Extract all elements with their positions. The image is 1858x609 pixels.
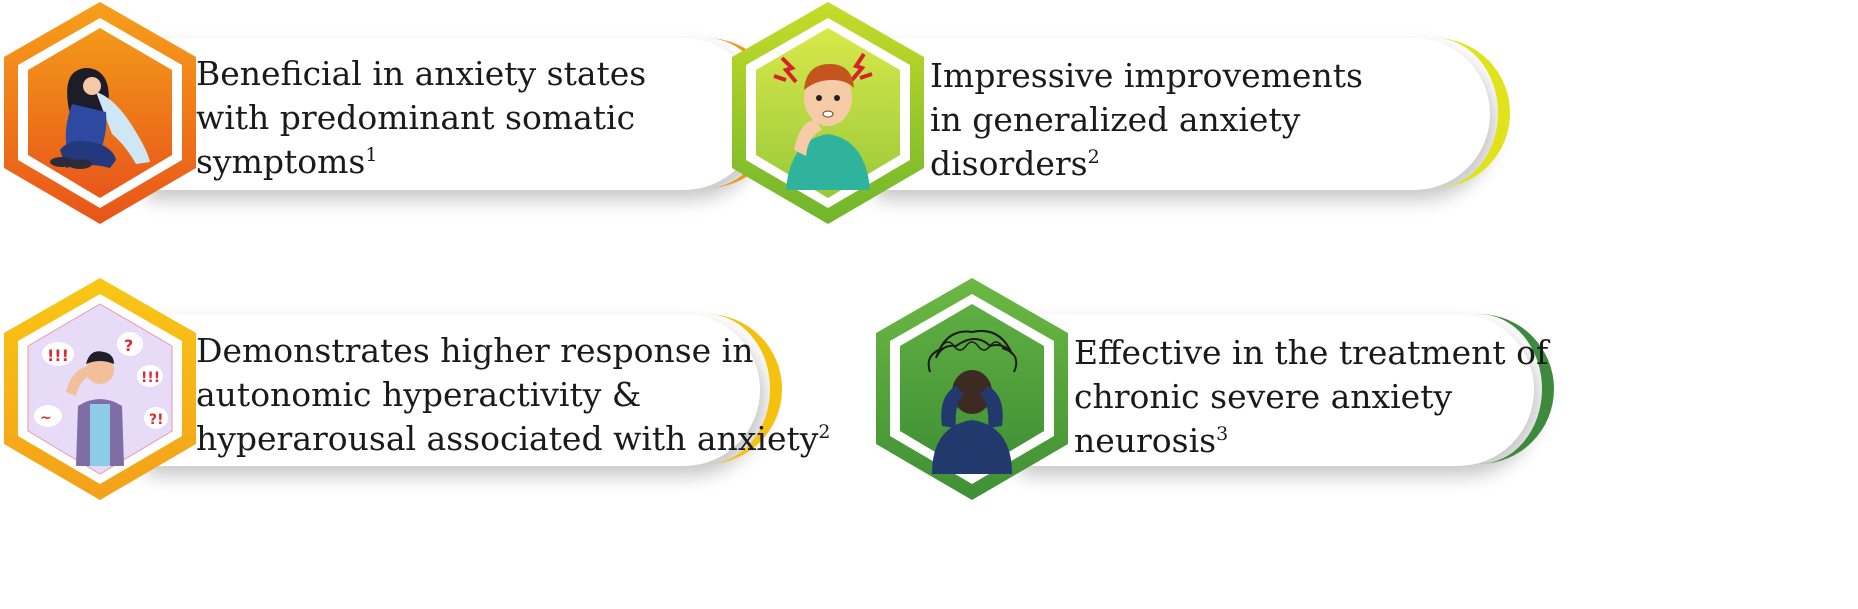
svg-text:!!!: !!! [141, 370, 160, 386]
text-line-3: symptoms1 [196, 142, 378, 181]
benefit-card-autonomic: !!! ? !!! ~ ?! Demonstrates higher respo… [0, 276, 900, 516]
reference-superscript: 1 [365, 144, 378, 166]
svg-text:~: ~ [40, 410, 52, 426]
benefit-card-somatic: Beneficial in anxiety states with predom… [0, 0, 790, 240]
text-line-1: Impressive improvements [930, 56, 1363, 95]
text-line-3: hyperarousal associated with anxiety2 [196, 419, 831, 458]
text-line-1: Effective in the treatment of [1074, 333, 1549, 372]
hexagon-badge [872, 276, 1072, 506]
benefit-text: Demonstrates higher response in autonomi… [196, 329, 831, 461]
text-line-1: Demonstrates higher response in [196, 331, 754, 370]
woman-sitting-icon [50, 68, 150, 169]
person-holding-head-icon [927, 330, 1018, 474]
stressed-man-icon [773, 52, 873, 190]
benefit-card-chronic: Effective in the treatment of chronic se… [872, 276, 1662, 516]
text-line-2: autonomic hyperactivity & [196, 375, 642, 414]
confused-man-icon: !!! ? !!! ~ ?! [34, 332, 168, 466]
hexagon-badge [728, 0, 928, 230]
text-line-2: chronic severe anxiety [1074, 377, 1453, 416]
svg-text:?!: ?! [149, 412, 164, 428]
text-line-3: disorders2 [930, 144, 1100, 183]
hexagon-badge: !!! ? !!! ~ ?! [0, 276, 200, 506]
svg-text:!!!: !!! [47, 346, 69, 365]
svg-text:?: ? [124, 336, 133, 355]
text-line-3: neurosis3 [1074, 421, 1229, 460]
reference-superscript: 3 [1216, 423, 1229, 445]
text-line-2: in generalized anxiety [930, 100, 1301, 139]
hexagon-badge [0, 0, 200, 230]
benefit-card-generalized: Impressive improvements in generalized a… [728, 0, 1518, 240]
text-line-1: Beneficial in anxiety states [196, 54, 647, 93]
benefit-text: Impressive improvements in generalized a… [930, 54, 1363, 186]
text-line-2: with predominant somatic [196, 98, 636, 137]
benefit-text: Beneficial in anxiety states with predom… [196, 52, 646, 184]
reference-superscript: 2 [818, 421, 831, 443]
benefit-text: Effective in the treatment of chronic se… [1074, 331, 1548, 463]
reference-superscript: 2 [1087, 146, 1100, 168]
card-arc-accent [1348, 38, 1510, 188]
